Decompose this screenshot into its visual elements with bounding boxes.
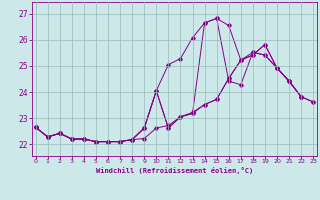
X-axis label: Windchill (Refroidissement éolien,°C): Windchill (Refroidissement éolien,°C) xyxy=(96,167,253,174)
